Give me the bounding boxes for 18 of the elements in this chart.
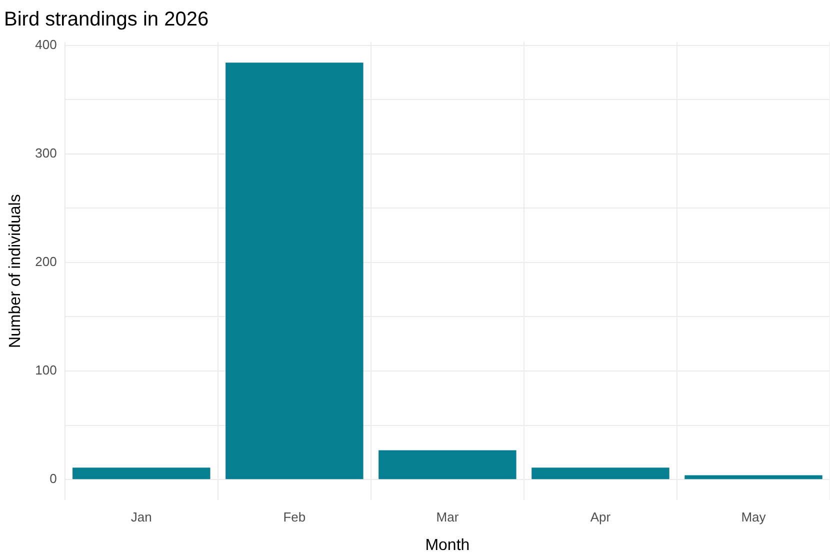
- y-axis-title: Number of individuals: [7, 194, 24, 348]
- bar: [226, 62, 364, 480]
- y-tick-label: 100: [35, 362, 57, 378]
- x-tick-label: May: [741, 510, 766, 525]
- x-tick-label: Feb: [283, 510, 306, 525]
- x-tick-label: Mar: [436, 510, 460, 525]
- bar: [72, 468, 210, 480]
- x-tick-label: Jan: [130, 510, 152, 525]
- y-tick-label: 200: [35, 254, 57, 269]
- y-tick-label: 0: [50, 471, 57, 486]
- y-tick-label: 300: [35, 145, 57, 160]
- y-tick-label: 400: [35, 36, 57, 52]
- bar: [684, 475, 822, 480]
- x-axis-title: Month: [425, 536, 470, 554]
- bar: [532, 468, 670, 480]
- bar: [378, 450, 516, 480]
- chart-title: Bird strandings in 2026: [4, 8, 209, 31]
- x-tick-label: Apr: [590, 510, 612, 525]
